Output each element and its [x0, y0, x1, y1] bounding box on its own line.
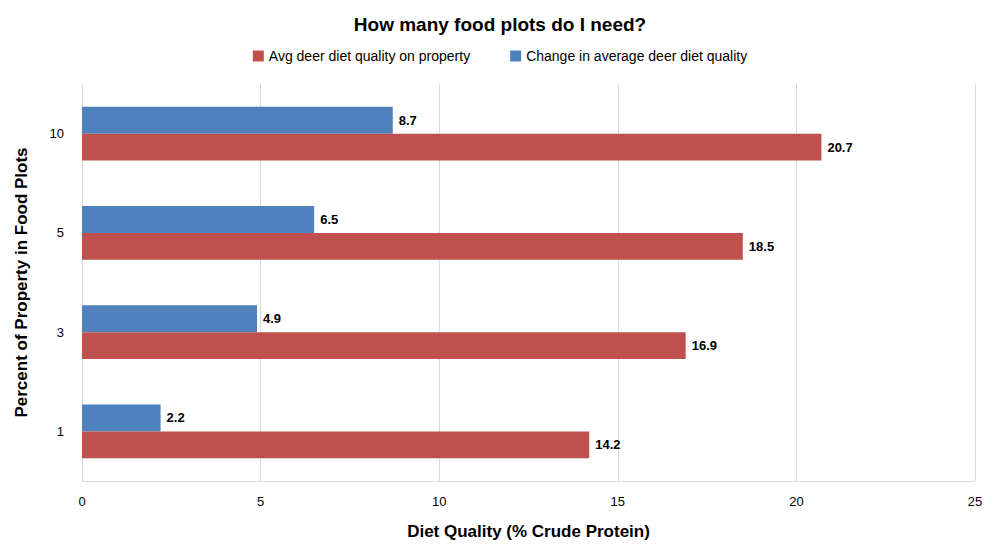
svg-text:20.7: 20.7 [827, 140, 852, 155]
svg-text:15: 15 [611, 494, 625, 509]
svg-text:1: 1 [57, 424, 64, 439]
svg-text:8.7: 8.7 [399, 113, 417, 128]
svg-text:16.9: 16.9 [692, 338, 717, 353]
svg-text:Diet Quality (% Crude Protein): Diet Quality (% Crude Protein) [407, 522, 650, 541]
svg-text:20: 20 [789, 494, 803, 509]
svg-text:25: 25 [968, 494, 982, 509]
svg-text:4.9: 4.9 [263, 311, 281, 326]
svg-text:18.5: 18.5 [749, 239, 774, 254]
svg-text:3: 3 [57, 325, 64, 340]
svg-text:5: 5 [57, 225, 64, 240]
svg-text:14.2: 14.2 [595, 437, 620, 452]
svg-text:0: 0 [78, 494, 85, 509]
svg-text:10: 10 [432, 494, 446, 509]
svg-text:Percent of Property in Food Pl: Percent of Property in Food Plots [12, 147, 31, 417]
svg-text:Change in average deer diet qu: Change in average deer diet quality [526, 48, 747, 64]
svg-text:5: 5 [257, 494, 264, 509]
svg-text:Avg deer diet quality on prope: Avg deer diet quality on property [269, 48, 470, 64]
svg-text:How many food plots do I need?: How many food plots do I need? [354, 14, 646, 35]
svg-text:2.2: 2.2 [167, 410, 185, 425]
svg-text:6.5: 6.5 [320, 212, 338, 227]
svg-text:10: 10 [50, 126, 64, 141]
